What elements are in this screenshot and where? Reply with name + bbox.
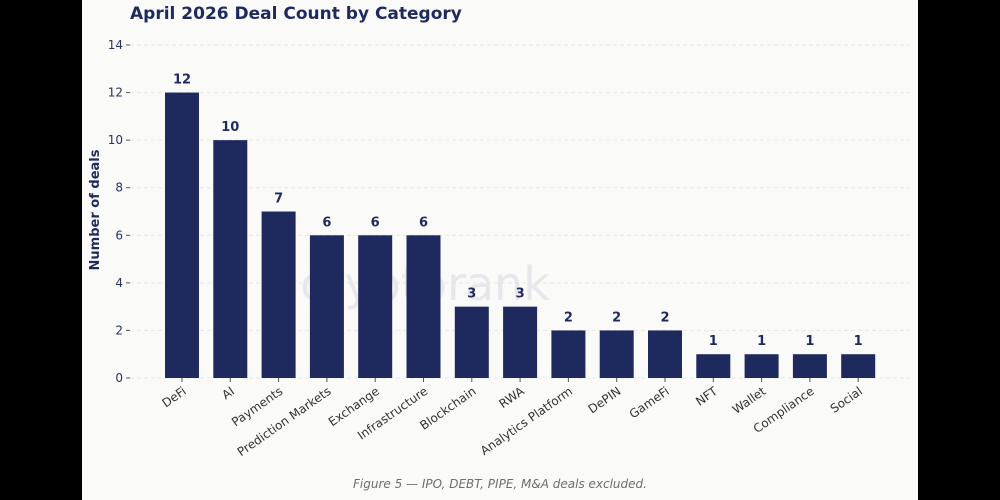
- category-label: Wallet: [730, 384, 769, 417]
- bar-blockchain: [454, 306, 489, 378]
- bar-ai: [213, 140, 248, 378]
- y-axis-ticks: 0 2 4 6 8 10 12 14: [108, 38, 130, 385]
- value-label: 3: [516, 287, 525, 302]
- value-label: 2: [564, 310, 573, 325]
- category-label: DeFi: [159, 384, 188, 410]
- bar-prediction-markets: [309, 235, 344, 378]
- value-label: 2: [660, 310, 669, 325]
- y-tick-label: 2: [115, 323, 123, 337]
- value-label: 7: [274, 192, 283, 207]
- value-labels: 12 10 7 6 6 6 3 3 2 2 2 1 1 1 1: [173, 73, 863, 350]
- bar-rwa: [503, 306, 538, 378]
- category-label: AI: [219, 384, 237, 402]
- y-tick-label: 4: [115, 276, 123, 290]
- bar-depin: [599, 330, 634, 378]
- category-label: NFT: [693, 384, 720, 409]
- bar-exchange: [358, 235, 393, 378]
- value-label: 12: [173, 73, 191, 88]
- category-label: Social: [828, 384, 865, 416]
- value-label: 6: [322, 215, 331, 230]
- bar-nft: [696, 354, 731, 378]
- value-label: 1: [854, 334, 863, 349]
- value-label: 6: [419, 215, 428, 230]
- footnote: Figure 5 — IPO, DEBT, PIPE, M&A deals ex…: [353, 477, 647, 491]
- y-tick-label: 10: [108, 133, 123, 147]
- bar-social: [841, 354, 876, 378]
- value-label: 1: [709, 334, 718, 349]
- bar-payments: [261, 211, 296, 378]
- bar-defi: [165, 92, 199, 379]
- category-label: RWA: [496, 384, 527, 412]
- y-tick-label: 14: [108, 38, 123, 52]
- value-label: 6: [371, 215, 380, 230]
- value-label: 1: [805, 334, 814, 349]
- bar-compliance: [792, 354, 827, 378]
- bar-infrastructure: [406, 235, 441, 378]
- bar-gamefi: [648, 330, 682, 378]
- category-label: DePIN: [586, 384, 624, 416]
- value-label: 3: [467, 287, 476, 302]
- y-tick-label: 12: [108, 86, 123, 100]
- chart-title: April 2026 Deal Count by Category: [130, 4, 462, 24]
- bar-analytics-platform: [551, 330, 586, 378]
- value-label: 2: [612, 310, 621, 325]
- category-label: GameFi: [627, 384, 672, 421]
- y-tick-label: 6: [115, 228, 123, 242]
- bars: [165, 92, 876, 379]
- y-tick-label: 0: [115, 371, 123, 385]
- gridlines: [130, 44, 910, 379]
- value-label: 10: [221, 120, 239, 135]
- value-label: 1: [757, 334, 766, 349]
- bar-wallet: [744, 354, 779, 378]
- y-tick-label: 8: [115, 181, 123, 195]
- y-axis-title: Number of deals: [88, 149, 103, 270]
